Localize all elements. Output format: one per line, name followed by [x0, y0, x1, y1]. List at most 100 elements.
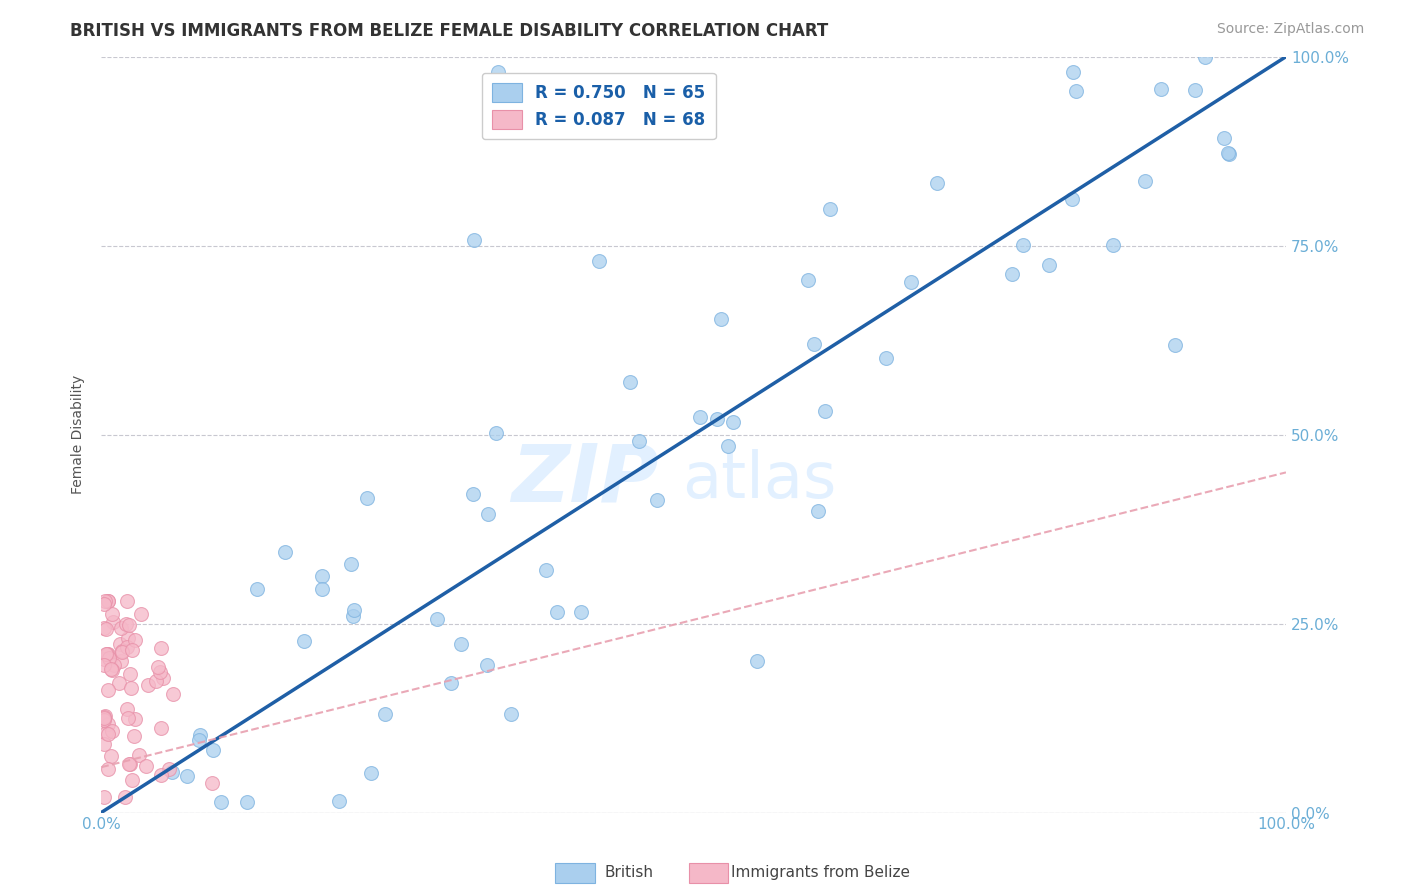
Point: [97, 683, 120, 698]
Point: [328, 793, 350, 807]
Point: [124, 633, 146, 648]
Point: [273, 544, 295, 558]
Point: [94, 647, 117, 661]
Text: Source: ZipAtlas.com: Source: ZipAtlas.com: [1216, 22, 1364, 37]
Point: [477, 658, 499, 673]
Text: atlas: atlas: [682, 449, 837, 511]
Point: [534, 563, 557, 577]
Point: [176, 769, 198, 783]
Point: [93, 713, 115, 727]
Point: [202, 743, 225, 757]
Point: [188, 729, 211, 743]
Point: [111, 645, 134, 659]
Point: [1102, 238, 1125, 252]
Point: [94, 622, 117, 636]
Point: [486, 64, 509, 78]
Point: [343, 603, 366, 617]
Point: [100, 748, 122, 763]
Point: [717, 439, 740, 453]
Point: [98, 651, 121, 665]
Point: [97, 594, 120, 608]
Point: [118, 666, 141, 681]
Point: [1213, 130, 1236, 145]
Point: [1133, 174, 1156, 188]
Point: [122, 729, 145, 743]
Point: [1064, 84, 1087, 98]
Point: [426, 612, 449, 626]
Point: [152, 671, 174, 685]
Point: [710, 312, 733, 326]
Point: [342, 608, 364, 623]
Point: [101, 607, 124, 621]
Point: [110, 621, 132, 635]
Point: [807, 504, 830, 518]
Point: [340, 557, 363, 571]
Text: Immigrants from Belize: Immigrants from Belize: [731, 865, 910, 880]
Point: [1150, 82, 1173, 96]
Point: [98, 653, 121, 667]
Point: [97, 717, 120, 731]
Point: [96, 647, 118, 661]
Point: [747, 654, 769, 668]
Point: [814, 404, 837, 418]
Point: [1194, 50, 1216, 64]
Point: [588, 253, 610, 268]
Point: [150, 721, 173, 735]
Point: [927, 176, 949, 190]
Point: [145, 674, 167, 689]
Point: [120, 757, 142, 772]
Point: [149, 665, 172, 679]
Point: [97, 594, 120, 608]
Point: [93, 789, 115, 804]
Point: [1001, 267, 1024, 281]
Point: [485, 426, 508, 441]
Point: [1062, 64, 1084, 78]
Point: [128, 747, 150, 762]
Point: [236, 795, 259, 809]
Point: [111, 643, 134, 657]
Point: [93, 710, 115, 724]
Point: [118, 756, 141, 771]
Point: [209, 795, 232, 809]
Point: [706, 412, 728, 426]
Point: [93, 621, 115, 635]
Point: [157, 762, 180, 776]
Point: [1060, 192, 1083, 206]
Point: [94, 594, 117, 608]
Point: [103, 658, 125, 673]
Point: [477, 507, 499, 521]
Y-axis label: Female Disability: Female Disability: [72, 375, 86, 494]
Point: [797, 273, 820, 287]
Point: [117, 702, 139, 716]
Point: [499, 706, 522, 721]
Point: [97, 726, 120, 740]
Point: [311, 568, 333, 582]
Point: [374, 706, 396, 721]
Point: [803, 337, 825, 351]
Point: [571, 605, 593, 619]
Point: [689, 410, 711, 425]
Point: [108, 637, 131, 651]
Text: British: British: [605, 865, 654, 880]
Point: [101, 615, 124, 630]
Point: [356, 491, 378, 506]
Point: [546, 605, 568, 619]
Text: BRITISH VS IMMIGRANTS FROM BELIZE FEMALE DISABILITY CORRELATION CHART: BRITISH VS IMMIGRANTS FROM BELIZE FEMALE…: [70, 22, 828, 40]
Point: [818, 202, 841, 216]
Point: [120, 681, 142, 695]
Point: [93, 597, 115, 611]
Point: [93, 737, 115, 751]
Point: [124, 712, 146, 726]
Point: [201, 776, 224, 790]
Point: [149, 768, 172, 782]
Legend: R = 0.750   N = 65, R = 0.087   N = 68: R = 0.750 N = 65, R = 0.087 N = 68: [482, 72, 716, 139]
Point: [100, 662, 122, 676]
Point: [1218, 147, 1240, 161]
Point: [134, 758, 156, 772]
Point: [97, 648, 120, 662]
Point: [246, 582, 269, 596]
Point: [94, 709, 117, 723]
Point: [107, 676, 129, 690]
Point: [129, 607, 152, 622]
Point: [118, 618, 141, 632]
